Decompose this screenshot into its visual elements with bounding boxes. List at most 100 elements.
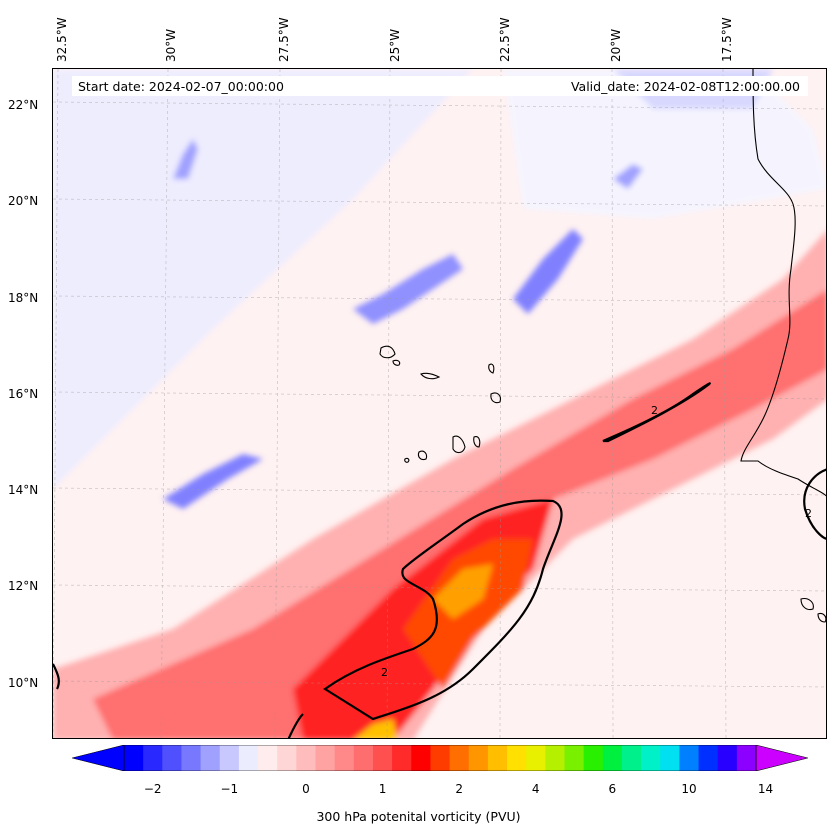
- island-boa-vista: [490, 392, 501, 404]
- longitude-label-27-5w: 27.5°W: [277, 17, 291, 62]
- gridline-lon-27-5: [274, 69, 281, 738]
- island-brava: [404, 457, 410, 463]
- gridlines: [53, 69, 826, 738]
- colorbar-segment: [372, 745, 393, 771]
- colorbar-tick-label: 6: [608, 782, 617, 796]
- colorbar-segment: [181, 745, 202, 771]
- colorbar-segment: [430, 745, 451, 771]
- coastlines: [379, 69, 826, 623]
- colorbar-under-arrow: [72, 745, 125, 771]
- island-santiago: [452, 435, 466, 454]
- colorbar-segment: [507, 745, 527, 771]
- pv-2-contour-main: [323, 499, 563, 721]
- latitude-label-12n: 12°N: [8, 579, 39, 593]
- colorbar-segment: [219, 745, 240, 771]
- longitude-label-30w: 30°W: [164, 28, 178, 62]
- longitude-label-22-5w: 22.5°W: [498, 17, 512, 62]
- pv-band-mid: [93, 290, 826, 738]
- map-plot-area[interactable]: 2 2 2: [52, 68, 827, 739]
- gridline-lon-20: [611, 69, 614, 738]
- colorbar-tick-label: 10: [681, 782, 697, 796]
- africa-coastline: [740, 69, 826, 497]
- latitude-label-14n: 14°N: [8, 483, 39, 497]
- colorbar-segment: [621, 745, 642, 771]
- island-fogo: [417, 450, 428, 461]
- colorbar-segment: [200, 745, 221, 771]
- colorbar-tick-label: 2: [455, 782, 463, 796]
- latitude-label-18n: 18°N: [8, 291, 39, 305]
- colorbar-segment: [583, 745, 604, 771]
- colorbar-tick-label: 4: [531, 782, 540, 796]
- colorbar-segment: [392, 745, 412, 771]
- colorbar: [72, 745, 808, 771]
- colorbar-segment: [545, 745, 565, 771]
- longitude-label-25w: 25°W: [388, 28, 402, 62]
- colorbar-segment: [449, 745, 470, 771]
- colorbar-segment: [698, 745, 719, 771]
- colorbar-tick-label: 14: [757, 782, 774, 796]
- pv-2-contour-south: [287, 713, 304, 738]
- start-date-label: Start date: 2024-02-07_00:00:00: [78, 79, 284, 94]
- blue-streak-east: [613, 164, 643, 189]
- pv-2-contour-northeast: [602, 382, 711, 443]
- island-maio: [473, 436, 481, 448]
- colorbar-segment: [736, 745, 757, 771]
- contour-labels: 2 2 2: [381, 404, 812, 679]
- pv-band-peak: [433, 564, 493, 619]
- colorbar-tick-label: 1: [378, 782, 387, 796]
- colorbar-segments: [124, 745, 757, 771]
- colorbar-segment: [162, 745, 182, 771]
- low-pv-region-northwest: [53, 69, 473, 489]
- colorbar-segment: [602, 745, 623, 771]
- latitude-label-16n: 16°N: [8, 387, 39, 401]
- gridline-lon-22-5: [499, 69, 502, 738]
- pv-field-map: 2 2 2: [53, 69, 826, 738]
- valid-date-label: Valid_date: 2024-02-08T12:00:00.00: [570, 79, 800, 94]
- pv-2-contours: [53, 382, 826, 738]
- colorbar-segment: [124, 745, 144, 771]
- contour-label-main: 2: [381, 666, 388, 679]
- colorbar-segment: [353, 745, 374, 771]
- colorbar-segment: [641, 745, 661, 771]
- colorbar-segment: [315, 745, 336, 771]
- bijagos-islands: [800, 598, 826, 623]
- gridline-lon-25: [386, 69, 391, 738]
- colorbar-tick-label: −2: [143, 782, 162, 796]
- gridline-lon-32-5: [53, 69, 59, 738]
- island-sal: [488, 363, 495, 374]
- latitude-label-20n: 20°N: [8, 194, 39, 208]
- colorbar-segment: [411, 745, 431, 771]
- colorbar-segment: [717, 745, 738, 771]
- longitude-label-20w: 20°W: [609, 28, 623, 62]
- colorbar-segment: [334, 745, 355, 771]
- colorbar-segment: [258, 745, 278, 771]
- colorbar-segment: [487, 745, 508, 771]
- colorbar-segment: [526, 745, 546, 771]
- gridline-lon-17-5: [722, 69, 727, 738]
- blue-streak-west: [163, 454, 263, 509]
- blue-streak-cape-verde: [353, 254, 463, 324]
- pv-shading: [53, 69, 826, 738]
- pv-2-contour-southwest: [53, 663, 60, 690]
- pv-2-contour-coast: [803, 468, 826, 540]
- colorbar-segment: [564, 745, 585, 771]
- colorbar-segment: [143, 745, 163, 771]
- island-sao-nicolau: [420, 372, 441, 380]
- latitude-label-10n: 10°N: [8, 676, 39, 690]
- contour-label-northeast: 2: [651, 404, 658, 417]
- colorbar-tick-label: −1: [220, 782, 239, 796]
- colorbar-tick-label: 0: [302, 782, 310, 796]
- pv-band-core: [403, 539, 533, 689]
- colorbar-segment: [277, 745, 297, 771]
- island-sao-vicente: [392, 359, 401, 366]
- blue-streak-northwest: [173, 139, 198, 179]
- latitude-label-22n: 22°N: [8, 98, 39, 112]
- colorbar-segment: [468, 745, 489, 771]
- longitude-label-32-5w: 32.5°W: [55, 17, 69, 62]
- colorbar-segment: [679, 745, 700, 771]
- colorbar-over-arrow: [755, 745, 808, 771]
- island-santo-antao: [379, 345, 396, 359]
- contour-label-coast: 2: [805, 507, 812, 520]
- colorbar-segment: [238, 745, 259, 771]
- colorbar-title: 300 hPa potenital vorticity (PVU): [316, 809, 521, 824]
